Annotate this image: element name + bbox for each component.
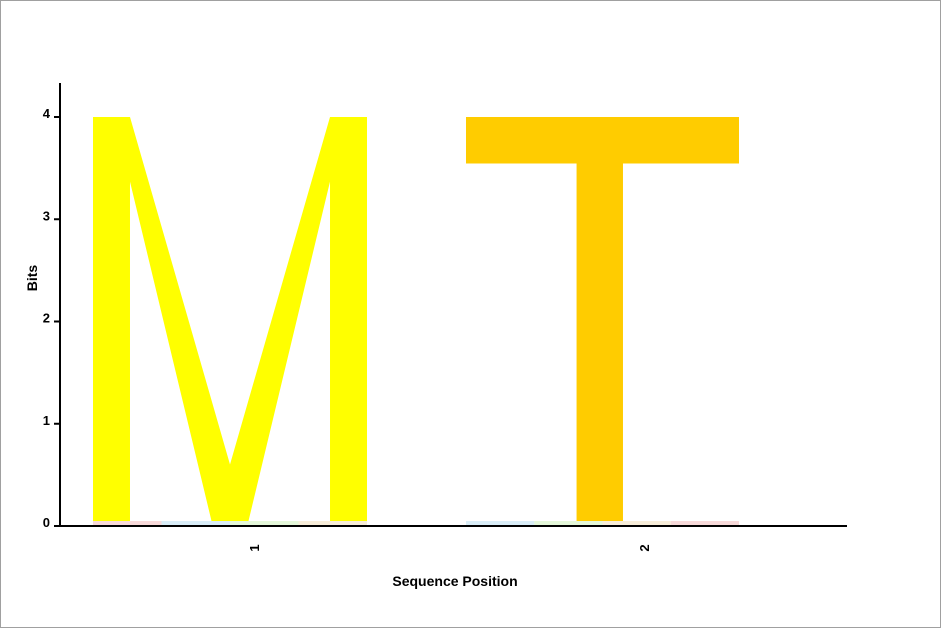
residue-mark [298,521,367,525]
residue-mark [93,521,162,525]
x-tick-label: 1 [247,544,262,551]
x-axis-title: Sequence Position [392,573,517,589]
y-axis-title: Bits [24,265,40,292]
y-tick-label: 1 [43,413,50,428]
residue-mark [534,521,603,525]
y-tick-label: 0 [43,515,50,530]
logo-letters [93,117,739,521]
residue-mark [230,521,299,525]
logo-letter-m [93,117,367,521]
baseline-residue [93,521,739,525]
residue-mark [602,521,671,525]
residue-mark [670,521,739,525]
y-axis-ticks: 0 1 2 3 4 [43,106,60,530]
y-tick-label: 2 [43,311,50,326]
residue-mark [466,521,535,525]
residue-mark [161,521,230,525]
x-tick-label: 2 [637,544,652,551]
y-tick-label: 4 [43,106,51,121]
y-tick-label: 3 [43,208,50,223]
logo-letter-t [466,117,739,521]
